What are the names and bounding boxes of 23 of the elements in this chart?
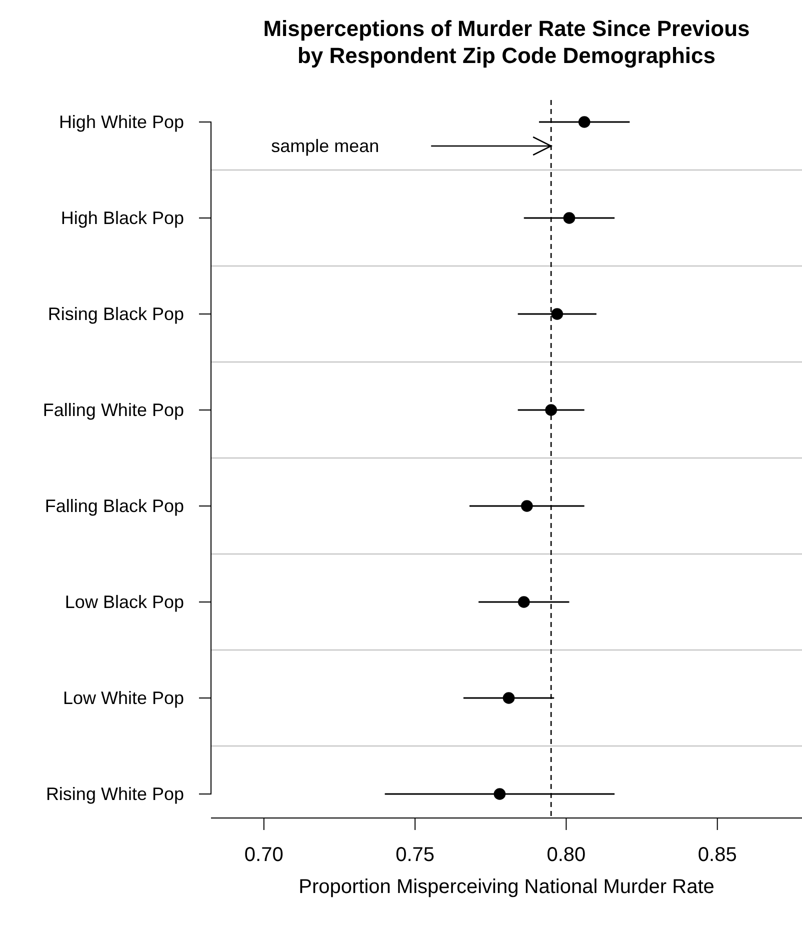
x-tick-label: 0.85	[698, 844, 737, 866]
point	[502, 692, 515, 704]
point	[551, 308, 564, 320]
y-tick-label: Low Black Pop	[64, 592, 184, 612]
x-axis-title: Proportion Misperceiving National Murder Rate	[298, 876, 714, 898]
y-tick-label: Rising White Pop	[46, 784, 184, 804]
point	[518, 596, 530, 608]
point	[520, 500, 533, 512]
x-tick-label: 0.80	[546, 844, 586, 866]
y-tick-label: Low White Pop	[62, 688, 184, 708]
point	[563, 212, 576, 224]
x-tick-label: 0.70	[244, 844, 284, 866]
y-tick-label: Falling White Pop	[42, 400, 184, 420]
x-tick-label: 0.75	[396, 844, 435, 866]
point	[545, 404, 558, 416]
point	[578, 116, 590, 128]
y-tick-label: Falling Black Pop	[44, 496, 184, 516]
y-tick-label: High Black Pop	[60, 208, 184, 228]
point	[494, 788, 506, 800]
y-tick-label: Rising Black Pop	[48, 304, 184, 324]
y-tick-label: High White Pop	[58, 112, 184, 132]
chart-title: Misperceptions of Murder Rate Since Previous by Respondent Zip Code Demographics	[263, 16, 750, 68]
ref-line-label: sample mean	[271, 136, 380, 156]
